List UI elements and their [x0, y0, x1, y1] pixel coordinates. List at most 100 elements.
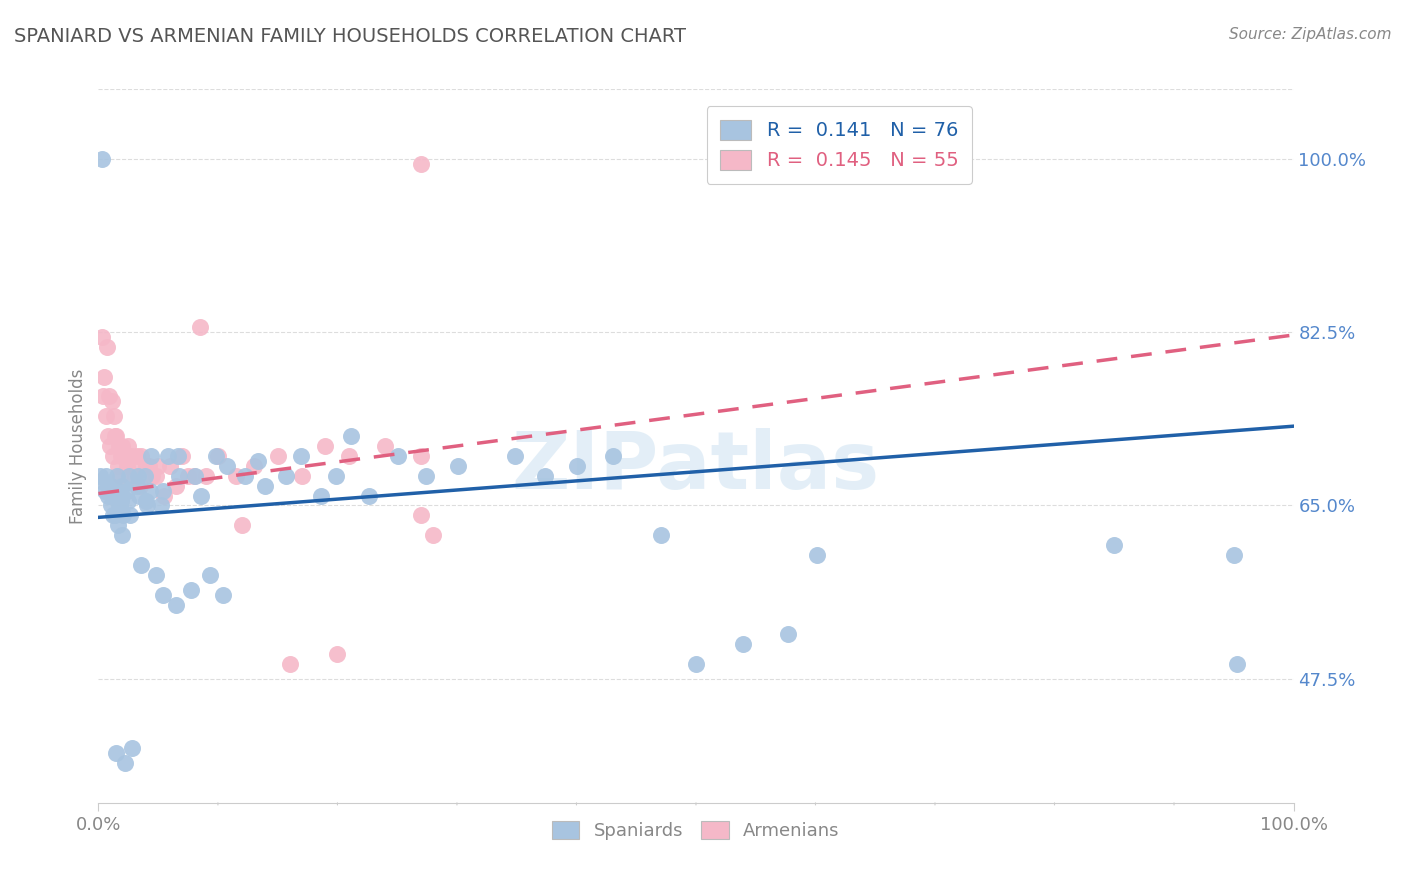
Point [100, 394, 122, 409]
Point [112, 449, 135, 463]
Point [114, 756, 136, 771]
Point [205, 449, 228, 463]
Point [94, 483, 117, 498]
Point [411, 156, 433, 170]
Point [91, 330, 114, 344]
Point [415, 468, 437, 483]
Point [90, 474, 112, 488]
Point [207, 449, 229, 463]
Point [91, 389, 114, 403]
Point [105, 429, 128, 443]
Point [124, 468, 146, 483]
Point [98, 389, 121, 403]
Point [117, 468, 139, 483]
Point [108, 499, 131, 513]
Point [1226, 657, 1249, 671]
Point [117, 493, 139, 508]
Point [212, 588, 235, 602]
Point [505, 449, 527, 463]
Point [195, 468, 218, 483]
Point [111, 478, 134, 492]
Point [100, 499, 122, 513]
Point [247, 454, 270, 468]
Point [125, 478, 148, 492]
Point [103, 409, 125, 424]
Point [96, 340, 118, 354]
Point [98, 478, 121, 492]
Point [145, 468, 167, 483]
Point [89, 468, 111, 483]
Point [115, 483, 138, 498]
Point [111, 528, 134, 542]
Point [97, 489, 120, 503]
Point [107, 439, 129, 453]
Point [94, 409, 117, 424]
Point [94, 468, 117, 483]
Point [422, 528, 444, 542]
Point [115, 458, 138, 473]
Point [107, 499, 129, 513]
Point [134, 468, 156, 483]
Point [253, 478, 276, 492]
Point [152, 588, 174, 602]
Point [685, 657, 707, 671]
Point [135, 493, 157, 508]
Point [138, 458, 160, 473]
Point [108, 483, 131, 498]
Point [129, 558, 152, 572]
Point [98, 439, 122, 453]
Point [125, 449, 148, 463]
Point [91, 152, 114, 166]
Point [93, 369, 115, 384]
Point [339, 449, 361, 463]
Point [117, 439, 139, 453]
Point [215, 458, 238, 473]
Point [188, 320, 211, 334]
Y-axis label: Family Households: Family Households [69, 368, 87, 524]
Legend: Spaniards, Armenians: Spaniards, Armenians [546, 814, 846, 847]
Point [97, 478, 120, 492]
Point [141, 468, 163, 483]
Point [167, 468, 190, 483]
Point [152, 483, 174, 498]
Point [290, 449, 312, 463]
Point [114, 449, 136, 463]
Point [121, 741, 143, 756]
Point [105, 746, 128, 760]
Point [446, 458, 468, 473]
Point [129, 478, 152, 492]
Point [1104, 538, 1126, 552]
Point [650, 528, 672, 542]
Point [326, 647, 349, 661]
Point [411, 508, 433, 523]
Point [101, 449, 124, 463]
Point [111, 508, 134, 523]
Point [105, 468, 128, 483]
Point [165, 478, 187, 492]
Point [120, 508, 142, 523]
Point [1223, 548, 1246, 562]
Point [602, 449, 624, 463]
Point [184, 468, 207, 483]
Point [127, 468, 149, 483]
Point [157, 449, 180, 463]
Point [128, 489, 150, 503]
Point [565, 458, 588, 473]
Point [198, 567, 221, 582]
Point [374, 439, 396, 453]
Point [325, 468, 347, 483]
Point [139, 483, 162, 498]
Point [180, 582, 202, 597]
Point [136, 499, 159, 513]
Point [291, 468, 314, 483]
Point [183, 468, 205, 483]
Point [274, 468, 297, 483]
Point [110, 449, 132, 463]
Point [243, 458, 266, 473]
Point [159, 458, 181, 473]
Point [806, 548, 828, 562]
Point [101, 508, 124, 523]
Point [149, 499, 172, 513]
Text: ZIPatlas: ZIPatlas [512, 428, 880, 507]
Point [108, 468, 131, 483]
